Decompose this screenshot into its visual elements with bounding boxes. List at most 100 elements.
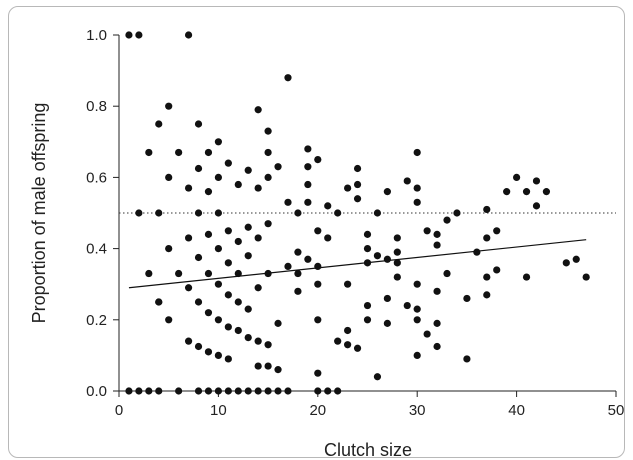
data-point — [363, 245, 372, 253]
data-point — [175, 387, 183, 395]
data-point — [204, 269, 213, 278]
data-point — [493, 266, 501, 274]
data-point — [334, 337, 342, 345]
data-point — [314, 369, 322, 377]
data-point — [214, 280, 222, 288]
data-point — [383, 188, 391, 196]
data-point — [214, 245, 222, 253]
data-point — [254, 106, 262, 114]
data-point — [184, 234, 193, 242]
data-point — [453, 209, 461, 217]
data-point — [483, 205, 491, 214]
data-point — [224, 159, 232, 167]
data-point — [483, 273, 491, 281]
data-point — [433, 230, 441, 238]
data-point — [194, 120, 203, 128]
data-point — [443, 269, 451, 278]
data-point — [274, 163, 282, 171]
data-point — [513, 173, 521, 181]
data-point — [224, 355, 232, 363]
data-point — [234, 298, 242, 306]
data-point — [165, 173, 173, 181]
y-tick-label: 0.8 — [86, 98, 107, 115]
data-point — [373, 252, 382, 260]
data-point — [373, 209, 382, 217]
data-point — [304, 255, 312, 263]
data-point — [522, 188, 531, 196]
y-tick-label: 0.2 — [86, 312, 107, 329]
data-point — [294, 248, 302, 256]
data-point — [363, 316, 372, 324]
data-point — [393, 248, 401, 256]
data-point — [353, 180, 362, 189]
data-point — [522, 273, 531, 281]
data-point — [204, 230, 213, 238]
data-point — [135, 387, 143, 395]
data-point — [314, 156, 322, 164]
data-point — [483, 291, 491, 299]
data-point — [304, 180, 312, 189]
data-point — [433, 287, 441, 295]
data-point — [254, 284, 262, 292]
data-point — [254, 362, 262, 370]
x-axis-title: Clutch size — [324, 440, 412, 460]
data-point — [294, 269, 302, 278]
data-point — [483, 234, 491, 242]
data-point — [314, 262, 322, 270]
data-point — [204, 188, 213, 196]
data-point — [184, 184, 193, 192]
data-point — [264, 362, 272, 370]
data-point — [463, 294, 471, 303]
data-point — [413, 280, 421, 288]
data-point — [214, 316, 222, 324]
data-point — [194, 387, 203, 395]
data-point — [244, 387, 252, 395]
data-point — [413, 305, 421, 313]
data-point — [264, 341, 272, 349]
data-point — [304, 145, 312, 153]
data-point — [194, 342, 203, 351]
data-point — [463, 355, 471, 363]
data-point — [383, 255, 391, 263]
data-point — [155, 209, 163, 217]
data-point — [254, 234, 262, 242]
data-point — [572, 255, 580, 263]
data-point — [403, 301, 411, 310]
data-point — [284, 262, 292, 270]
data-point — [214, 351, 222, 359]
data-point — [324, 234, 332, 242]
data-point — [532, 202, 541, 210]
data-point — [542, 188, 551, 196]
data-point — [314, 280, 322, 288]
data-point — [184, 284, 193, 292]
data-point — [234, 326, 242, 335]
data-point — [294, 287, 302, 295]
data-point — [383, 319, 391, 327]
data-point — [443, 216, 451, 224]
data-point — [423, 330, 431, 338]
data-point — [363, 301, 372, 310]
data-point — [433, 241, 441, 249]
data-point — [413, 351, 421, 359]
data-point — [304, 198, 312, 206]
data-point — [165, 102, 173, 110]
data-point — [294, 209, 302, 217]
data-point — [493, 227, 501, 235]
data-point — [344, 326, 352, 335]
data-point — [224, 387, 232, 395]
data-point — [214, 387, 222, 395]
data-point — [184, 337, 193, 345]
data-point — [383, 294, 391, 303]
data-point — [194, 209, 203, 217]
data-point — [234, 269, 242, 278]
data-point — [165, 316, 173, 324]
data-point — [274, 366, 282, 374]
data-point — [304, 163, 312, 171]
data-point — [274, 387, 282, 395]
data-point — [224, 227, 232, 235]
data-point — [135, 31, 143, 39]
data-point — [175, 148, 183, 157]
trend-line — [128, 239, 587, 289]
data-point — [145, 148, 153, 157]
data-point — [324, 202, 332, 210]
